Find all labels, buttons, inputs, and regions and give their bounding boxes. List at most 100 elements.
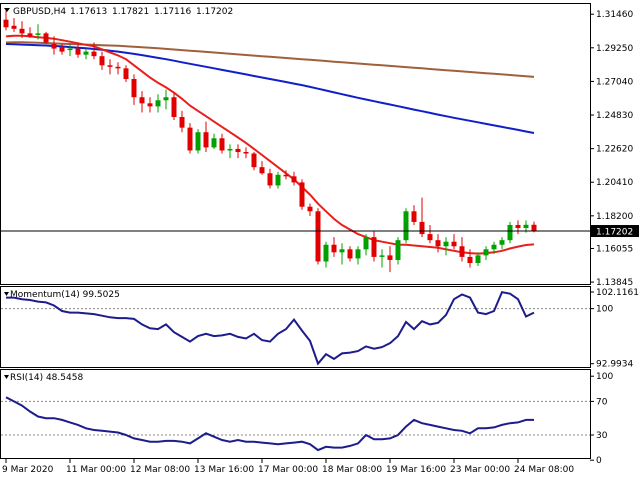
- candle: [451, 234, 457, 250]
- candle-body: [211, 138, 217, 148]
- time-tick-label: 23 Mar 00:00: [450, 465, 510, 475]
- candle: [331, 237, 337, 257]
- candle-body: [339, 249, 345, 253]
- candle: [443, 237, 449, 256]
- candle: [347, 246, 353, 262]
- current-price-label: 1.17202: [596, 228, 633, 238]
- candle: [507, 221, 513, 244]
- candle-body: [299, 182, 305, 207]
- candle-body: [459, 246, 465, 257]
- candle-body: [395, 240, 401, 260]
- collapse-triangle-icon[interactable]: [4, 8, 10, 12]
- candle: [51, 36, 57, 55]
- current-price-badge: [591, 225, 639, 238]
- momentum-tick-label: 92.9934: [596, 360, 633, 370]
- candle: [171, 92, 177, 121]
- candle: [435, 234, 441, 253]
- candle: [43, 31, 49, 45]
- candle-body: [11, 25, 17, 29]
- candle: [267, 168, 273, 189]
- candle-body: [179, 117, 185, 128]
- candle: [483, 246, 489, 260]
- candle-body: [387, 255, 393, 260]
- moving-averages: [5, 34, 535, 255]
- candle-body: [219, 138, 225, 151]
- candle-body: [291, 176, 297, 183]
- candle: [251, 151, 257, 171]
- candle-body: [35, 33, 41, 35]
- candle-body: [163, 97, 169, 101]
- candle-body: [75, 48, 81, 55]
- candle-body: [123, 68, 129, 79]
- candle-body: [19, 28, 25, 34]
- candle-body: [147, 103, 153, 107]
- candle-body: [379, 255, 385, 257]
- candle-body: [67, 48, 73, 51]
- candle-body: [251, 153, 257, 168]
- price-tick-label: 1.24830: [596, 111, 633, 121]
- candle-body: [131, 78, 137, 98]
- candle: [427, 224, 433, 244]
- candle-body: [59, 47, 65, 52]
- candle-body: [443, 241, 449, 247]
- time-tick-label: 9 Mar 2020: [2, 465, 54, 475]
- candle: [475, 252, 481, 267]
- price-axis: 1.31460 1.29250 1.27040 1.24830 1.22620 1.204…: [590, 10, 633, 288]
- candle-body: [499, 240, 505, 245]
- rsi-tick-label: 0: [596, 456, 602, 466]
- candle-body: [467, 256, 473, 263]
- rsi-tick-label: 30: [596, 431, 608, 441]
- candle: [291, 171, 297, 186]
- current-price-line-layer: 1.17202: [1, 225, 639, 238]
- momentum-collapse-icon[interactable]: [4, 292, 9, 296]
- candle: [115, 62, 121, 75]
- momentum-layer: 102.1161 100 92.9934: [1, 288, 639, 370]
- time-tick-label: 17 Mar 00:00: [258, 465, 318, 475]
- candle: [275, 171, 281, 189]
- candle: [307, 203, 313, 216]
- candle-body: [355, 249, 361, 259]
- time-tick-label: 18 Mar 08:00: [322, 465, 382, 475]
- candle: [315, 208, 321, 265]
- candle: [123, 65, 129, 83]
- candle-body: [371, 237, 377, 257]
- candle: [27, 27, 33, 38]
- candle-body: [107, 65, 113, 67]
- candle-body: [259, 167, 265, 174]
- price-tick-label: 1.22620: [596, 145, 633, 155]
- candle: [91, 42, 97, 60]
- header-symbol: GBPUSD,H4: [13, 7, 66, 17]
- momentum-tick-label: 100: [596, 305, 613, 315]
- candle: [259, 161, 265, 175]
- candle-body: [275, 174, 281, 186]
- price-tick-label: 1.31460: [596, 10, 633, 20]
- candle-body: [43, 33, 49, 43]
- momentum-title: Momentum(14) 99.5025: [10, 290, 120, 300]
- header-open: 1.17613: [70, 7, 107, 17]
- candle-body: [331, 244, 337, 253]
- candle: [3, 10, 9, 31]
- rsi-collapse-icon[interactable]: [4, 375, 9, 379]
- candle: [147, 97, 153, 113]
- rsi-panel-frame: [0, 369, 591, 459]
- candle: [395, 237, 401, 265]
- candle: [491, 241, 497, 254]
- candle: [299, 179, 305, 210]
- candle-body: [451, 241, 457, 247]
- candle: [11, 18, 17, 32]
- candle-body: [307, 206, 313, 212]
- candle-body: [171, 97, 177, 118]
- candle-body: [187, 127, 193, 151]
- candle-body: [403, 211, 409, 241]
- time-tick-label: 19 Mar 16:00: [386, 465, 446, 475]
- candle-body: [227, 148, 233, 151]
- candle: [355, 246, 361, 265]
- candle-body: [483, 249, 489, 256]
- price-tick-label: 1.18200: [596, 212, 633, 222]
- candle: [227, 144, 233, 159]
- candle-body: [243, 151, 249, 154]
- momentum-tick-label: 102.1161: [596, 288, 639, 298]
- rsi-tick-label: 70: [596, 397, 608, 407]
